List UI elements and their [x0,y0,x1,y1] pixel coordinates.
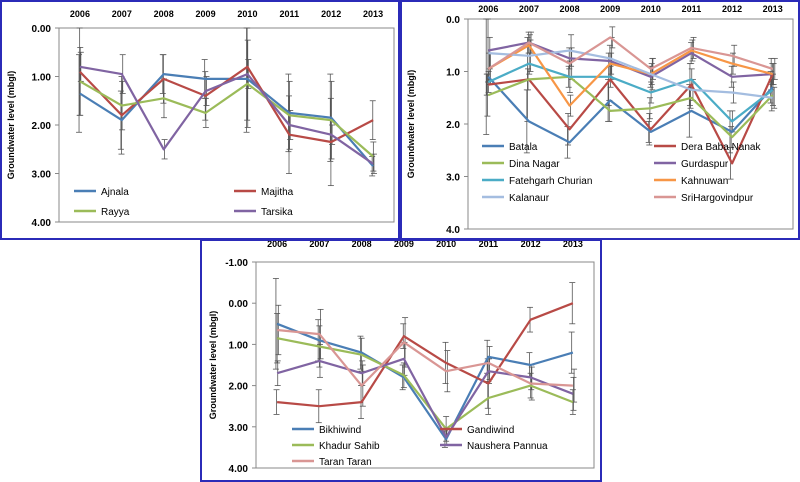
x-tick-label: 2008 [154,9,174,19]
x-tick-label: 2008 [352,241,372,249]
legend-label: Rayya [101,207,130,218]
x-tick-label: 2010 [436,241,456,249]
x-tick-label: 2012 [521,241,541,249]
series-line-2 [276,302,574,408]
chart-panel-3: -1.00 0.00 1.00 2.00 3.00 4.00 2006 2007 2008 200… [200,239,602,482]
y-tick-label: 2.00 [229,382,249,393]
legend-label: Majitha [261,187,294,198]
series-line-3 [276,337,574,430]
x-tick-label: 2011 [682,4,702,14]
x-tick-label: 2010 [237,9,257,19]
series-line-3 [79,80,374,158]
x-tick-label: 2013 [563,241,583,249]
legend-label: Dina Nagar [509,159,560,170]
series-line-4 [276,357,574,439]
y-tick-label: 3.00 [229,423,249,434]
y-tick-label: 3.0 [446,173,460,184]
legend-label: SriHargovindpur [681,193,754,204]
legend-label: Bikhiwind [319,425,361,436]
chart-panel-2: 0.0 1.0 2.0 3.0 4.0 2006 2007 2008 2009 2010 2011 2… [400,0,800,240]
x-tick-label: 2009 [600,4,620,14]
legend-label: Batala [509,142,538,153]
x-tick-label: 2013 [363,9,383,19]
x-tick-label: 2008 [560,4,580,14]
series-line-1 [487,76,774,144]
x-tick-label: 2006 [478,4,498,14]
x-tick-label: 2009 [394,241,414,249]
legend-label: Fatehgarh Churian [509,176,592,187]
x-tick-label: 2009 [196,9,216,19]
x-tick-label: 2010 [641,4,661,14]
series-line-5 [276,328,573,387]
legend-label: Gandiwind [467,425,514,436]
series-line-4 [79,65,374,165]
legend-label: Kalanaur [509,193,550,204]
series-line-8 [487,36,774,71]
y-tick-label: 0.00 [32,24,52,35]
x-tick-label: 2007 [112,9,132,19]
y-axis-label: Groundwater level (mbgl) [406,70,416,179]
y-tick-label: 0.0 [446,15,460,26]
series-line-1 [79,72,374,167]
y-axis-label: Groundwater level (mbgl) [208,311,218,420]
legend-label: Ajnala [101,187,129,198]
y-tick-label: 0.00 [229,299,249,310]
series-line-3 [487,75,774,139]
series-line-7 [488,49,773,99]
x-tick-label: 2012 [321,9,341,19]
x-tick-label: 2006 [70,9,90,19]
x-tick-label: 2012 [722,4,742,14]
series-line-5 [487,62,774,123]
y-tick-label: 4.00 [32,218,52,229]
chart-svg-1: 0.00 1.00 2.00 3.00 4.00 2006 2007 2008 2009 2010… [6,9,395,229]
y-tick-label: 2.00 [32,121,52,132]
legend-label: Khadur Sahib [319,441,380,452]
y-tick-label: -1.00 [225,258,248,269]
legend-label: Gurdaspur [681,159,729,170]
x-tick-label: 2011 [479,241,499,249]
series-line-2 [79,65,374,144]
y-tick-label: 2.0 [446,120,460,131]
y-tick-label: 1.00 [229,340,249,351]
series-line-2 [488,73,774,165]
y-tick-label: 1.0 [446,68,460,79]
chart-svg-2: 0.0 1.0 2.0 3.0 4.0 2006 2007 2008 2009 2010 2011 2… [406,4,794,236]
y-tick-label: 3.00 [32,170,52,181]
y-tick-label: 1.00 [32,73,52,84]
x-tick-label: 2007 [309,241,329,249]
legend-label: Kahnuwan [681,176,728,187]
legend-label: Naushera Pannua [467,441,548,452]
y-tick-label: 4.00 [229,464,249,475]
x-tick-label: 2006 [267,241,287,249]
legend-label: Taran Taran [319,457,372,468]
y-axis-label: Groundwater level (mbgl) [6,71,16,180]
legend-label: Tarsika [261,207,293,218]
chart-panel-1: 0.00 1.00 2.00 3.00 4.00 2006 2007 2008 2009 2010… [0,0,400,240]
x-tick-label: 2007 [519,4,539,14]
y-tick-label: 4.0 [446,225,460,236]
x-tick-label: 2011 [280,9,300,19]
x-tick-label: 2013 [763,4,783,14]
chart-svg-3: -1.00 0.00 1.00 2.00 3.00 4.00 2006 2007 2008 200… [208,241,595,475]
legend-label: Dera Baba Nanak [681,142,761,153]
plot-area [255,261,595,469]
